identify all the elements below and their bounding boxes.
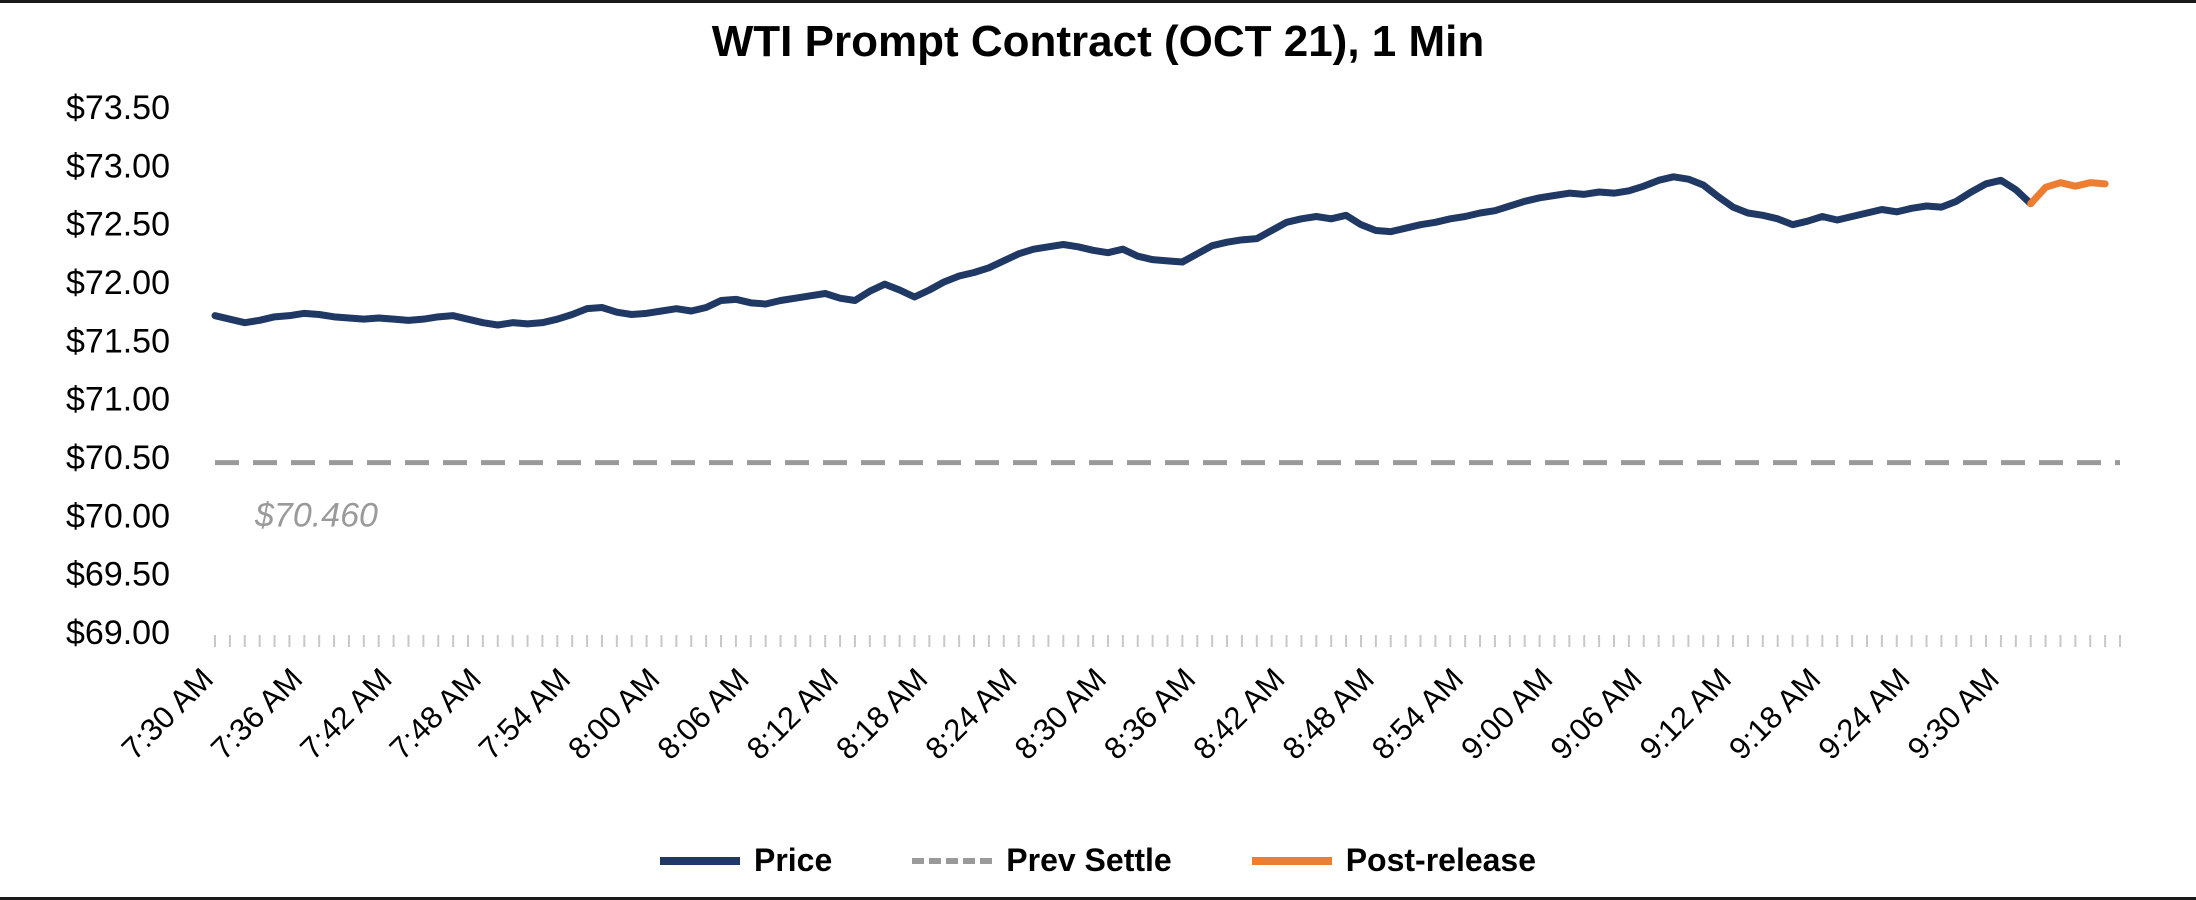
x-axis-tick-label: 7:36 AM [204, 661, 309, 766]
legend-label-prev-settle: Prev Settle [1006, 842, 1172, 878]
prev-settle-annotation: $70.460 [254, 497, 378, 535]
legend-label-post-release: Post-release [1345, 842, 1537, 878]
y-axis-tick-label: $70.50 [66, 439, 170, 477]
y-axis-tick-label: $73.00 [66, 147, 170, 185]
x-axis-tick-label: 8:24 AM [918, 661, 1023, 766]
x-axis-tick-label: 9:18 AM [1722, 661, 1827, 766]
legend-item-post-release: Post-release [1251, 842, 1537, 879]
x-axis-tick-label: 8:48 AM [1276, 661, 1381, 766]
chart-title: WTI Prompt Contract (OCT 21), 1 Min [711, 17, 1485, 66]
x-axis-tick-label: 8:30 AM [1008, 661, 1113, 766]
x-axis-tick-label: 7:54 AM [472, 661, 577, 766]
y-axis-tick-label: $71.00 [66, 381, 170, 419]
y-axis-tick-label: $69.50 [66, 556, 170, 594]
y-axis-tick-label: $72.50 [66, 206, 170, 244]
y-axis-tick-label: $70.00 [66, 497, 170, 535]
x-axis-tick-label: 7:48 AM [383, 661, 488, 766]
x-axis-tick-label: 8:12 AM [740, 661, 845, 766]
legend-label-price: Price [753, 842, 833, 878]
x-axis-tick-label: 9:00 AM [1454, 661, 1559, 766]
x-axis-tick-label: 8:06 AM [651, 661, 756, 766]
x-axis-tick-label: 9:24 AM [1811, 661, 1916, 766]
x-axis-tick-label: 7:30 AM [115, 661, 220, 766]
x-axis-tick-label: 8:54 AM [1365, 661, 1470, 766]
series-line-price [211, 173, 2035, 329]
prev-settle-line-sample [912, 857, 993, 864]
y-axis-tick-label: $73.50 [66, 89, 170, 127]
x-axis-tick-label: 9:06 AM [1544, 661, 1649, 766]
y-axis-tick-label: $72.00 [66, 264, 170, 302]
x-axis-tick-label: 8:42 AM [1186, 661, 1291, 766]
price-chart-plot: $69.00 $69.50 $70.00 $70.50 $71.00 $71.50 $72.… [66, 89, 2121, 766]
x-axis-tick-label: 8:36 AM [1097, 661, 1202, 766]
x-axis-tick-label: 8:00 AM [561, 661, 666, 766]
x-axis-tick-label: 8:18 AM [829, 661, 934, 766]
legend-item-price: Price [659, 842, 833, 879]
chart-legend: Price Prev Settle Post-release [0, 842, 2196, 879]
series-line-post-release [2027, 179, 2109, 208]
price-line-sample [659, 856, 740, 865]
legend-item-prev-settle: Prev Settle [912, 842, 1172, 879]
y-axis-tick-label: $71.50 [66, 322, 170, 360]
y-axis-tick-label: $69.00 [66, 614, 170, 652]
post-release-line-sample [1251, 856, 1332, 865]
x-axis-tick-label: 9:30 AM [1901, 661, 2006, 766]
x-axis-tick-label: 7:42 AM [293, 661, 398, 766]
x-axis-tick-label: 9:12 AM [1633, 661, 1738, 766]
